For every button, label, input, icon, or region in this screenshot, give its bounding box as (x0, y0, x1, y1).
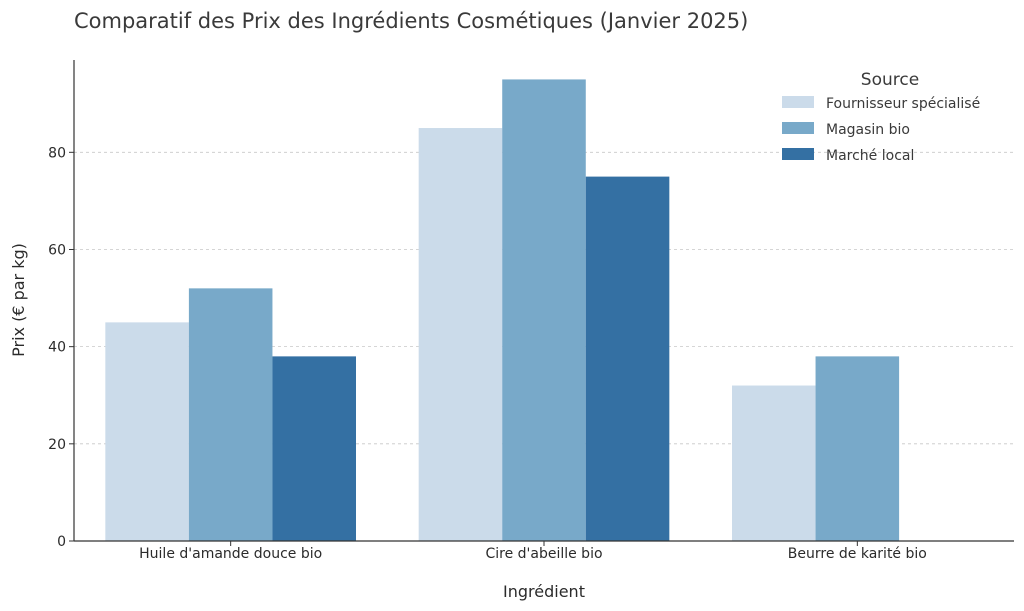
legend-title: Source (861, 70, 919, 90)
y-tick-label: 80 (48, 145, 66, 161)
y-axis-label: Prix (€ par kg) (9, 243, 28, 357)
y-tick-label: 0 (57, 534, 66, 550)
y-tick-label: 20 (48, 437, 66, 453)
x-tick-label: Cire d'abeille bio (485, 546, 602, 562)
legend-label: Magasin bio (826, 122, 910, 138)
bar (188, 288, 273, 541)
y-tick-label: 40 (48, 340, 66, 356)
bar (732, 385, 816, 541)
legend-label: Marché local (826, 148, 914, 164)
chart-title: Comparatif des Prix des Ingrédients Cosm… (74, 9, 748, 33)
x-tick-label: Beurre de karité bio (788, 546, 927, 562)
bar (815, 356, 900, 541)
bar (272, 356, 356, 541)
legend-swatch (782, 96, 814, 108)
legend-swatch (782, 148, 814, 160)
y-tick-label: 60 (48, 242, 66, 258)
x-axis-label: Ingrédient (503, 582, 585, 601)
bar (418, 128, 503, 541)
bar (502, 79, 586, 542)
bars (105, 79, 900, 542)
legend: Source Fournisseur spécialisé Magasin bio M… (782, 70, 980, 164)
bar (585, 176, 670, 541)
legend-label: Fournisseur spécialisé (826, 96, 980, 112)
bar (105, 322, 189, 541)
axes: 0 20 40 60 80 Huile d'amande douce bio Cire d'… (48, 60, 1014, 562)
legend-swatch (782, 122, 814, 134)
x-tick-label: Huile d'amande douce bio (139, 546, 322, 562)
